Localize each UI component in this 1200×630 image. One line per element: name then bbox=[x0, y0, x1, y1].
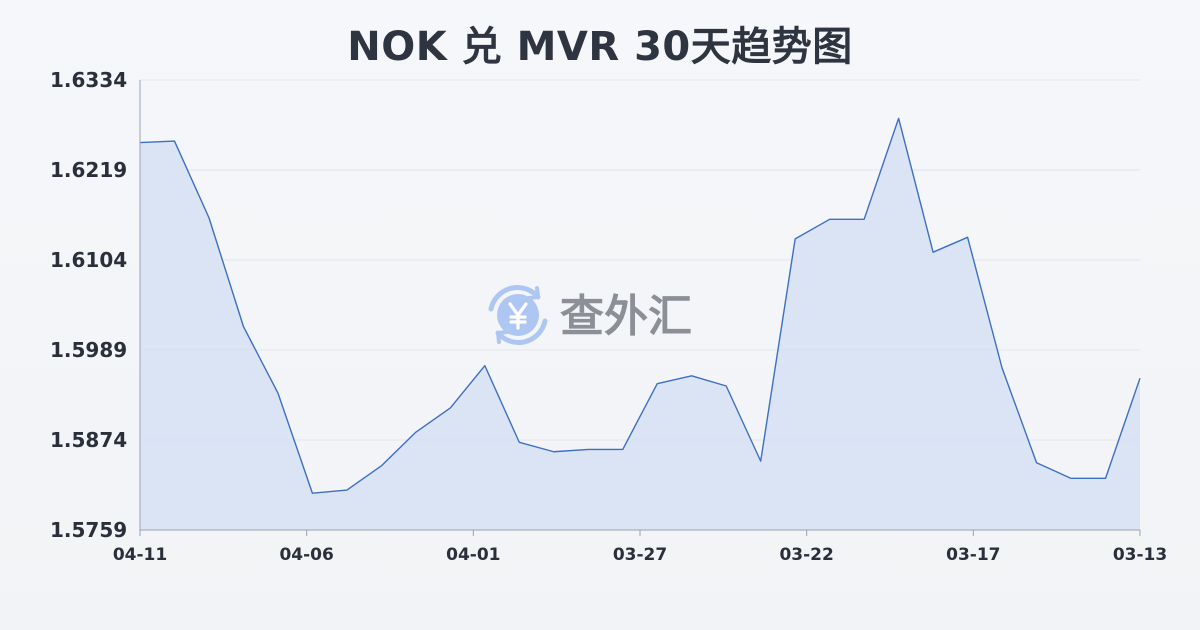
data-point bbox=[1104, 476, 1108, 480]
data-point bbox=[517, 440, 521, 444]
data-point bbox=[241, 325, 245, 329]
series-area bbox=[140, 118, 1140, 530]
data-point bbox=[414, 430, 418, 434]
data-point bbox=[931, 250, 935, 254]
data-point bbox=[1000, 366, 1004, 370]
data-point bbox=[310, 491, 314, 495]
data-point bbox=[448, 406, 452, 410]
data-point bbox=[207, 216, 211, 220]
data-point bbox=[690, 374, 694, 378]
data-point bbox=[862, 217, 866, 221]
watermark-text: 查外汇 bbox=[560, 291, 692, 342]
y-tick-label: 1.5759 bbox=[50, 518, 127, 542]
data-point bbox=[1035, 461, 1039, 465]
x-tick-label: 04-11 bbox=[113, 545, 167, 565]
data-point bbox=[724, 384, 728, 388]
data-point bbox=[586, 447, 590, 451]
series-line bbox=[139, 117, 1141, 494]
y-tick-label: 1.5874 bbox=[50, 428, 127, 452]
data-point bbox=[655, 382, 659, 386]
data-point bbox=[379, 464, 383, 468]
y-tick-label: 1.5989 bbox=[50, 338, 127, 362]
data-point bbox=[621, 447, 625, 451]
x-tick-label: 03-17 bbox=[946, 545, 1000, 565]
data-point bbox=[1138, 376, 1142, 380]
chart-title: NOK 兑 MVR 30天趋势图 bbox=[347, 24, 853, 70]
x-tick-label: 03-27 bbox=[613, 545, 667, 565]
y-tick-label: 1.6219 bbox=[50, 158, 127, 182]
data-point bbox=[759, 459, 763, 463]
y-tick-label: 1.6334 bbox=[50, 68, 127, 92]
data-point bbox=[345, 488, 349, 492]
watermark: 查外汇 bbox=[488, 285, 692, 345]
x-tick-label: 04-06 bbox=[279, 545, 333, 565]
x-tick-label: 04-01 bbox=[446, 545, 500, 565]
y-axis-ticks: 1.6334 1.6219 1.6104 1.5989 1.5874 1.5759 bbox=[50, 68, 127, 542]
x-axis-ticks: 04-11 04-06 04-01 03-27 03-22 03-17 03-13 bbox=[113, 530, 1167, 565]
data-point bbox=[1069, 476, 1073, 480]
data-point bbox=[966, 235, 970, 239]
data-point bbox=[483, 364, 487, 368]
y-tick-label: 1.6104 bbox=[50, 248, 127, 272]
data-point bbox=[793, 237, 797, 241]
data-point bbox=[172, 139, 176, 143]
x-tick-label: 03-22 bbox=[779, 545, 833, 565]
x-tick-label: 03-13 bbox=[1113, 545, 1167, 565]
yen-exchange-icon bbox=[488, 285, 548, 345]
data-point bbox=[897, 116, 901, 120]
data-point bbox=[276, 391, 280, 395]
data-point bbox=[828, 217, 832, 221]
data-point bbox=[552, 450, 556, 454]
